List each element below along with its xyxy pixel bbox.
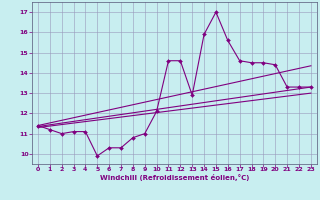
X-axis label: Windchill (Refroidissement éolien,°C): Windchill (Refroidissement éolien,°C) <box>100 174 249 181</box>
